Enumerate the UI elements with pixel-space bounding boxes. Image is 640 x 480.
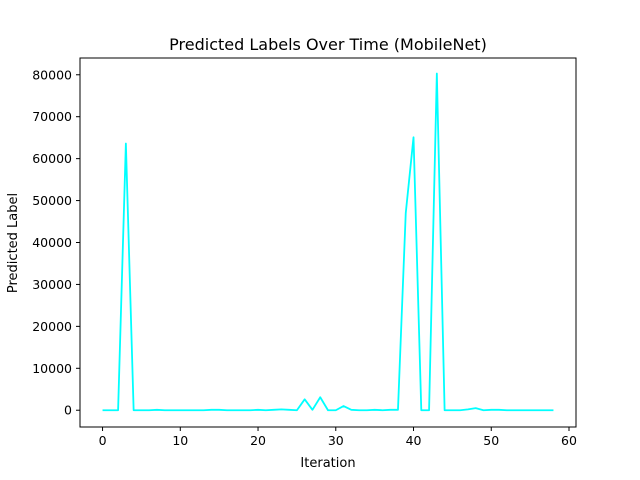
y-tick-label: 60000 [32, 151, 72, 166]
y-tick-label: 50000 [32, 193, 72, 208]
y-tick-label: 70000 [32, 109, 72, 124]
x-axis-ticks: 0 10 20 30 40 50 60 [99, 427, 577, 448]
x-tick-label: 0 [99, 433, 107, 448]
y-tick-label: 0 [64, 403, 72, 418]
y-tick-label: 10000 [32, 361, 72, 376]
x-tick-label: 50 [483, 433, 499, 448]
y-axis-label: Predicted Label [6, 193, 21, 293]
plot-area [79, 57, 577, 428]
series-line-0 [102, 72, 554, 412]
x-tick-label: 40 [406, 433, 422, 448]
x-tick-label: 30 [328, 433, 344, 448]
plot-frame [79, 57, 577, 428]
y-tick-label: 40000 [32, 235, 72, 250]
x-axis-label: Iteration [300, 456, 355, 471]
x-tick-label: 60 [561, 433, 577, 448]
y-tick-label: 20000 [32, 319, 72, 334]
x-tick-label: 10 [172, 433, 188, 448]
chart-title: Predicted Labels Over Time (MobileNet) [169, 35, 487, 54]
y-tick-label: 30000 [32, 277, 72, 292]
y-tick-label: 80000 [32, 67, 72, 82]
x-tick-label: 20 [250, 433, 266, 448]
y-axis-ticks: 0 10000 20000 30000 40000 50000 60000 70000 8000… [32, 67, 80, 418]
